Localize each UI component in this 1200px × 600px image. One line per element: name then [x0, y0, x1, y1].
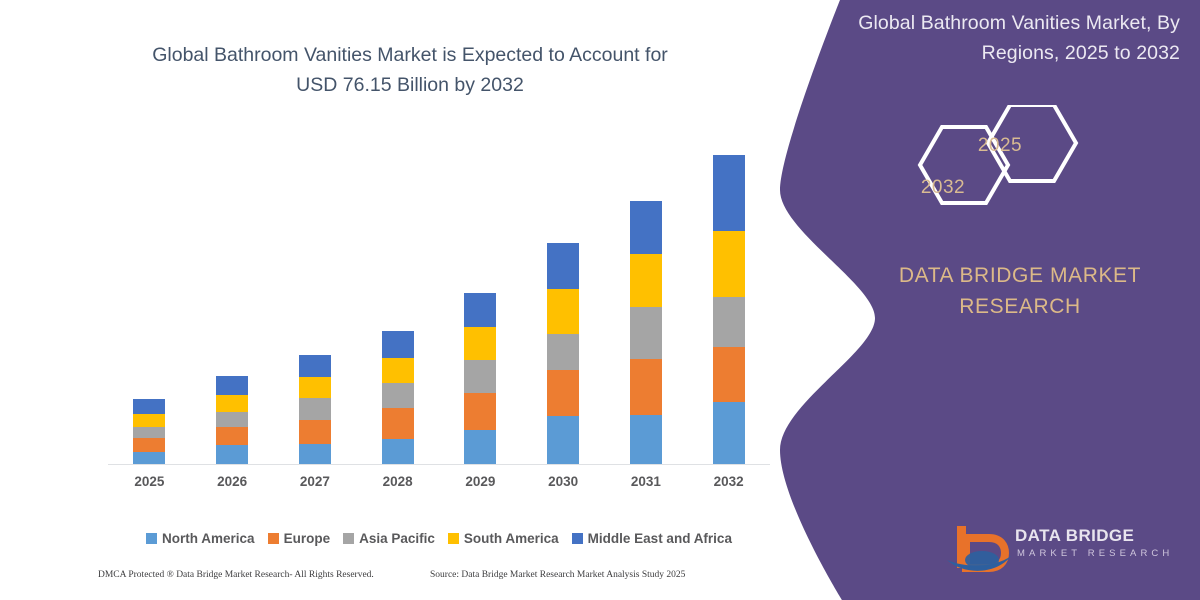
legend-item-north-america[interactable]: North America: [146, 531, 255, 546]
x-tick-2025: 2025: [134, 474, 165, 489]
bar-segment: [547, 370, 579, 416]
stacked-bar-chart: 2025 2026 2027 2028 2029 2030 2031 2032: [108, 155, 770, 489]
legend-swatch-icon: [447, 533, 459, 544]
bar-segment: [464, 327, 496, 360]
bar-segment: [382, 331, 414, 358]
bar-segment: [216, 412, 248, 427]
x-tick-2028: 2028: [382, 474, 413, 489]
bar-segment: [630, 307, 662, 359]
brand-name-line-1: DATA BRIDGE MARKET: [898, 264, 1142, 287]
bar-segment: [382, 408, 414, 439]
bar-segment: [216, 376, 248, 395]
x-tick-2026: 2026: [217, 474, 248, 489]
bar-2025: [133, 399, 165, 464]
bar-segment: [382, 439, 414, 464]
bar-2030: [547, 243, 579, 464]
bar-segment: [630, 254, 662, 307]
legend-label: South America: [463, 531, 559, 546]
bar-segment: [630, 201, 662, 254]
x-axis-line: [108, 464, 770, 465]
panel-title-line-1: Global Bathroom Vanities Market, By: [858, 12, 1180, 34]
logo-text-main: DATA BRIDGE: [1015, 526, 1135, 545]
bar-segment: [464, 430, 496, 464]
bar-segment: [630, 415, 662, 464]
bar-segment: [464, 393, 496, 430]
legend-swatch-icon: [146, 533, 158, 544]
bar-2026: [216, 376, 248, 464]
bar-segment: [547, 289, 579, 334]
legend-item-europe[interactable]: Europe: [267, 531, 331, 546]
bar-segment: [133, 452, 165, 464]
brand-name: DATA BRIDGE MARKET RESEARCH: [860, 260, 1180, 322]
data-bridge-logo-icon: [947, 526, 1011, 572]
bar-2029: [464, 293, 496, 464]
purple-panel-background: [780, 0, 1200, 600]
bar-segment: [216, 427, 248, 445]
right-side-panel: Global Bathroom Vanities Market, By Regi…: [780, 0, 1200, 600]
panel-title: Global Bathroom Vanities Market, By Regi…: [800, 8, 1180, 68]
bar-segment: [299, 444, 331, 464]
bar-segment: [299, 398, 331, 420]
x-tick-2032: 2032: [713, 474, 744, 489]
company-logo: DATA BRIDGE MARKET RESEARCH: [945, 520, 1190, 580]
chart-area: Global Bathroom Vanities Market is Expec…: [60, 40, 770, 580]
legend-label: North America: [162, 531, 255, 546]
hexagon-2025-outline: [985, 105, 1079, 183]
bar-segment: [133, 414, 165, 427]
bar-segment: [547, 243, 579, 289]
bar-segment: [299, 377, 331, 398]
brand-name-line-2: RESEARCH: [959, 295, 1081, 318]
bar-segment: [133, 427, 165, 438]
bar-segment: [133, 438, 165, 452]
bar-segment: [713, 347, 745, 402]
bar-segment: [464, 360, 496, 393]
legend-label: Europe: [283, 531, 331, 546]
bar-segment: [382, 358, 414, 383]
legend-item-asia-pacific[interactable]: Asia Pacific: [343, 531, 435, 546]
bar-segment: [547, 334, 579, 370]
legend-item-south-america[interactable]: South America: [447, 531, 559, 546]
bar-segment: [713, 402, 745, 464]
chart-title: Global Bathroom Vanities Market is Expec…: [60, 40, 760, 100]
logo-text-sub: MARKET RESEARCH: [1017, 548, 1174, 559]
bar-segment: [547, 416, 579, 464]
bar-segment: [299, 420, 331, 444]
source-note: Source: Data Bridge Market Research Mark…: [430, 570, 686, 580]
dmca-notice: DMCA Protected ® Data Bridge Market Rese…: [98, 570, 374, 580]
bar-segment: [630, 359, 662, 415]
legend-swatch-icon: [267, 533, 279, 544]
panel-title-line-2: Regions, 2025 to 2032: [981, 42, 1180, 64]
right-panel-content: Global Bathroom Vanities Market, By Regi…: [780, 0, 1200, 600]
bar-segment: [713, 231, 745, 297]
legend-swatch-icon: [343, 533, 355, 544]
chart-title-line-1: Global Bathroom Vanities Market is Expec…: [152, 44, 668, 66]
bar-segment: [713, 297, 745, 347]
hexagon-2032-outline: [917, 125, 1011, 205]
hexagon-badges: [917, 105, 1079, 205]
x-tick-2029: 2029: [465, 474, 496, 489]
legend-label: Asia Pacific: [359, 531, 435, 546]
legend-swatch-icon: [571, 533, 583, 544]
bar-2028: [382, 331, 414, 464]
bar-2032: [713, 155, 745, 464]
bar-segment: [216, 445, 248, 464]
legend-item-middle-east-and-africa[interactable]: Middle East and Africa: [571, 531, 732, 546]
chart-legend: North America Europe Asia Pacific South Ame…: [108, 531, 770, 546]
bar-2031: [630, 201, 662, 464]
bar-segment: [299, 355, 331, 377]
bar-segment: [133, 399, 165, 414]
x-tick-2027: 2027: [299, 474, 330, 489]
bar-segment: [464, 293, 496, 327]
hexagon-2032-label: 2032: [920, 177, 966, 198]
legend-label: Middle East and Africa: [587, 531, 732, 546]
bar-segment: [382, 383, 414, 408]
bar-2027: [299, 355, 331, 464]
x-tick-2030: 2030: [548, 474, 579, 489]
bar-segment: [713, 155, 745, 231]
bar-segment: [216, 395, 248, 412]
x-tick-2031: 2031: [630, 474, 661, 489]
chart-title-line-2: USD 76.15 Billion by 2032: [296, 74, 524, 96]
hexagon-2025-label: 2025: [977, 135, 1023, 156]
